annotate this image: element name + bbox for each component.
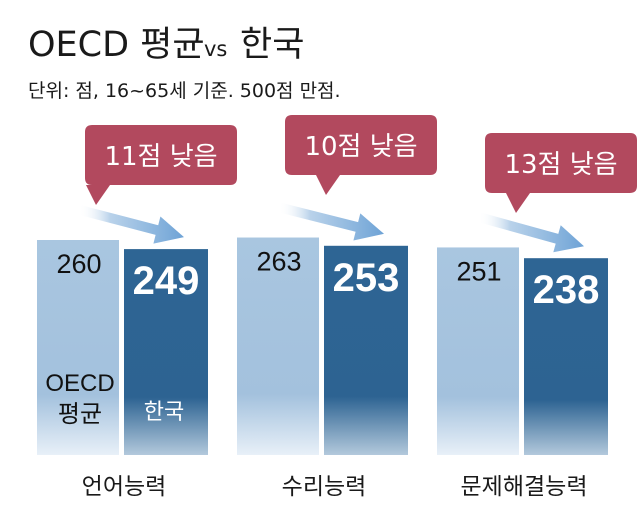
legend-oecd-line1: OECD <box>45 370 114 397</box>
value-label-oecd-1: 260 <box>56 249 101 279</box>
trend-arrow-2 <box>278 202 384 241</box>
callout-box-3 <box>485 133 637 213</box>
chart-title-vs: vs <box>204 37 227 61</box>
callout-label-1: 11점 낮음 <box>104 142 217 172</box>
callout-box-1 <box>85 125 237 205</box>
category-label-3: 문제해결능력 <box>461 474 588 500</box>
value-label-korea-2: 253 <box>333 256 400 300</box>
bar-oecd-3 <box>437 247 519 455</box>
legend-korea: 한국 <box>144 400 184 425</box>
category-label-2: 수리능력 <box>282 474 367 500</box>
chart-title: OECD 평균 <box>28 25 205 65</box>
bar-oecd-1 <box>37 240 119 455</box>
category-label-1: 언어능력 <box>82 474 167 500</box>
value-label-korea-3: 238 <box>533 268 600 312</box>
value-label-oecd-2: 263 <box>256 247 301 277</box>
bar-korea-1 <box>124 249 208 455</box>
chart-subtitle: 단위: 점, 16~65세 기준. 500점 만점. <box>28 80 341 102</box>
value-label-oecd-3: 251 <box>456 256 501 286</box>
callout-label-3: 13점 낮음 <box>504 150 617 180</box>
trend-arrow-3 <box>478 212 584 253</box>
bar-korea-2 <box>324 245 408 455</box>
callout-box-2 <box>285 115 437 195</box>
bar-korea-3 <box>524 258 608 455</box>
trend-arrow-1 <box>78 205 184 244</box>
legend-oecd-line2: 평균 <box>58 401 102 428</box>
callout-label-2: 10점 낮음 <box>304 132 417 162</box>
chart-title-country: 한국 <box>240 25 304 65</box>
bar-oecd-2 <box>237 237 319 455</box>
value-label-korea-1: 249 <box>133 259 200 303</box>
